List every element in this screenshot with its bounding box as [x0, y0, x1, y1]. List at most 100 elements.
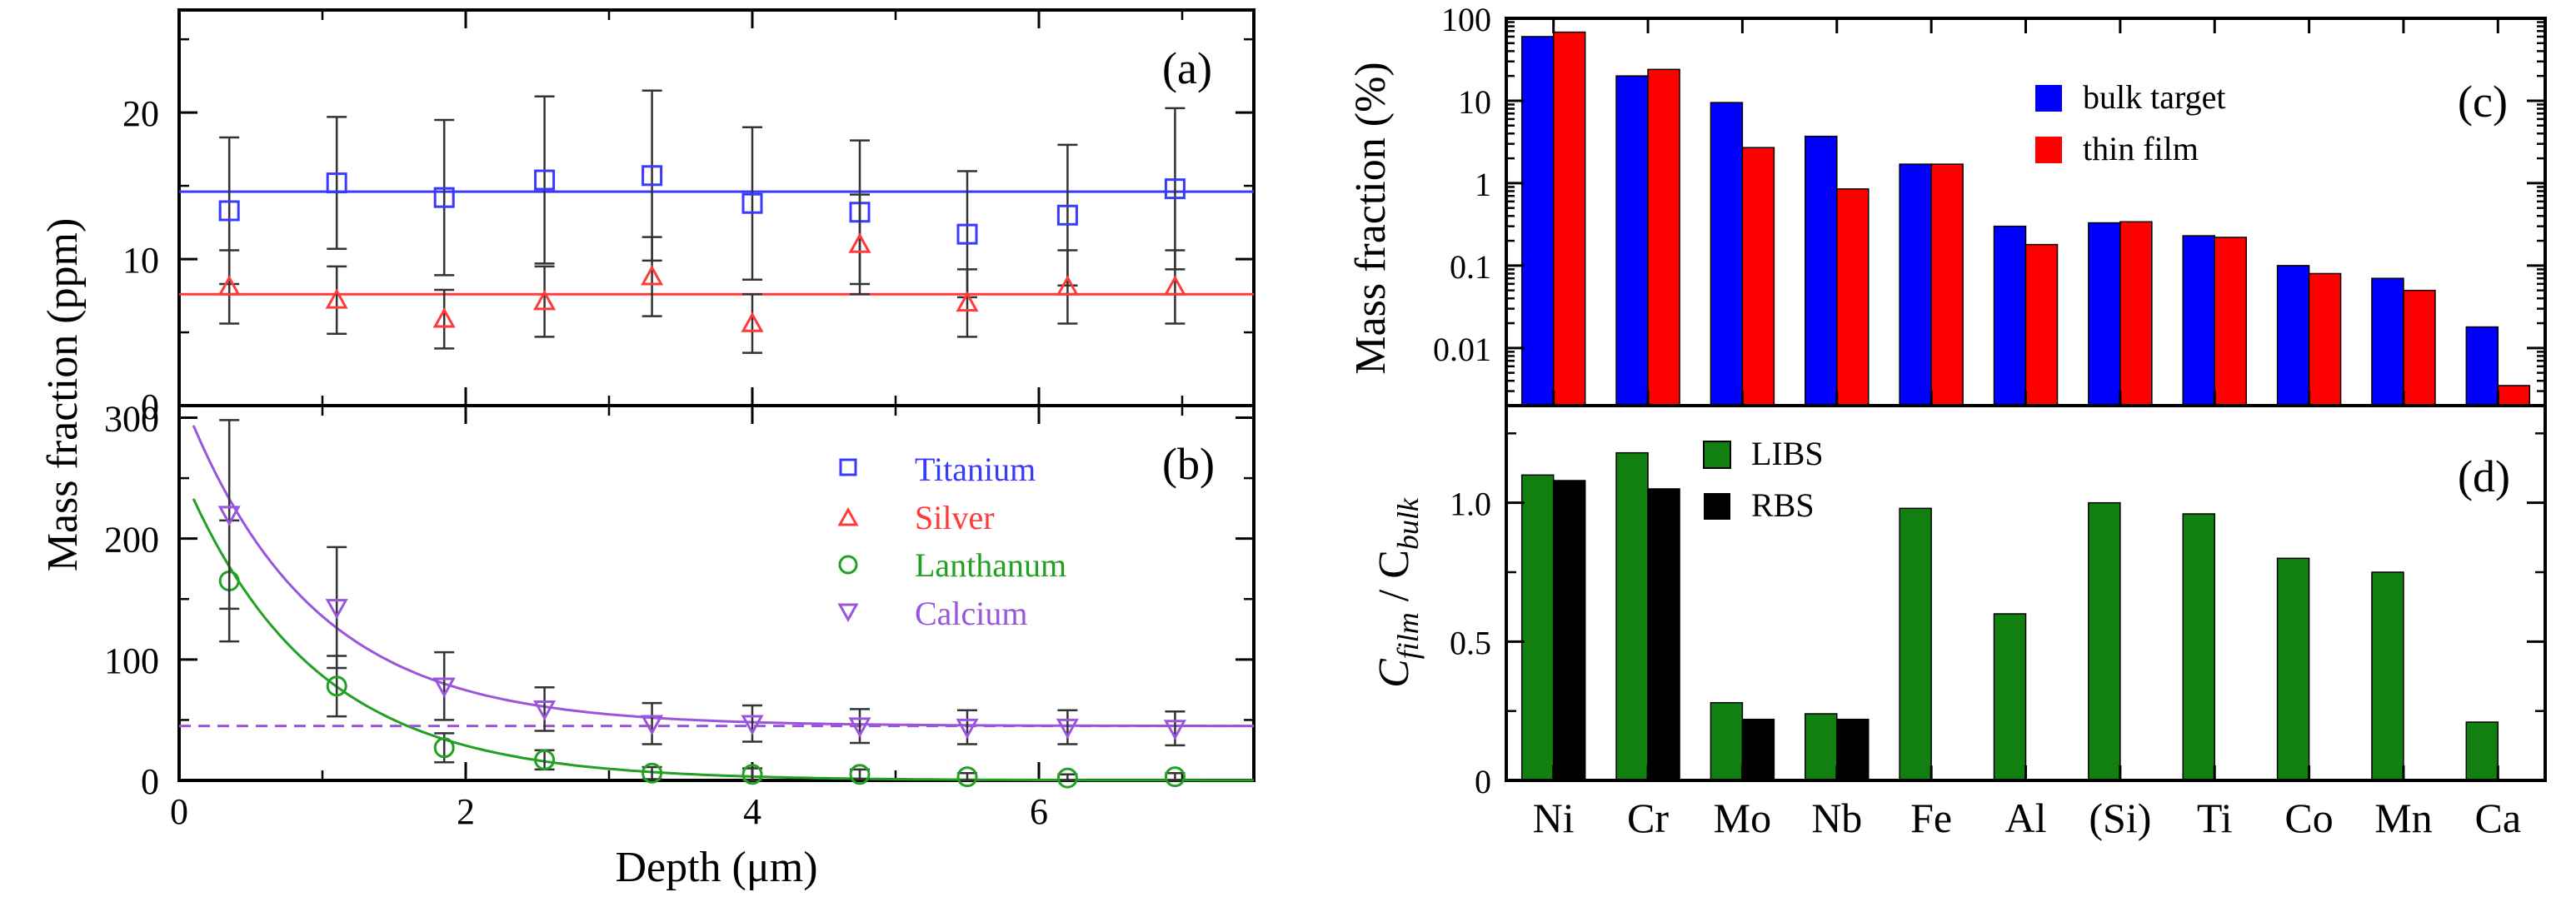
legend-label-rbs: RBS: [1751, 486, 1815, 524]
a-ytick-label: 20: [122, 93, 159, 134]
bar-LIBS-(Si): [2088, 501, 2121, 781]
legend-label-libs: LIBS: [1751, 435, 1824, 472]
legend-d: LIBS RBS: [1703, 435, 1824, 524]
fit-curve-calcium: [192, 425, 1254, 728]
category-label-Mo: Mo: [1714, 795, 1771, 841]
panel-c: 0.01 0.1 1 10 100 (c) bulk target thin film: [1433, 1, 2547, 407]
bar-bulk-target-(Si): [2088, 222, 2121, 406]
bar-bulk-target-Fe: [1899, 163, 1932, 406]
bar-LIBS-Ni: [1520, 474, 1555, 781]
point-silver: [533, 290, 557, 311]
d-ytick-label: 0: [1475, 763, 1491, 800]
category-label-Nb: Nb: [1811, 795, 1862, 841]
point-silver: [1163, 275, 1186, 296]
point-titanium: [956, 223, 978, 245]
bar-bulk-target-Ni: [1520, 36, 1555, 406]
point-titanium: [218, 200, 240, 222]
panel-b: 0 100 200 300 0 2 4 6 (b) Titanium Silver Lanth…: [104, 399, 1256, 832]
category-label-Ca: Ca: [2475, 795, 2522, 841]
bar-thin-film-Ca: [2497, 385, 2531, 406]
panel-c-label: (c): [2458, 77, 2508, 127]
bar-thin-film-Al: [2024, 243, 2059, 406]
bar-LIBS-Cr: [1615, 451, 1649, 781]
point-lanthanum: [741, 764, 763, 785]
point-calcium: [325, 599, 348, 620]
point-silver: [956, 291, 979, 312]
bar-bulk-target-Al: [1993, 225, 2027, 406]
bar-LIBS-Mn: [2371, 571, 2404, 781]
legend-label-bulk: bulk target: [2083, 78, 2225, 116]
bar-bulk-target-Cr: [1615, 75, 1649, 406]
legend-swatch-thin: [2035, 137, 2062, 163]
legend-marker-lanthanum: [838, 555, 858, 575]
legend-swatch-rbs: [1704, 493, 1730, 520]
legend-c: bulk target thin film: [2035, 78, 2225, 167]
legend-label-calcium: Calcium: [915, 595, 1028, 632]
category-label-Al: Al: [2005, 795, 2047, 841]
bar-LIBS-Co: [2276, 557, 2310, 781]
point-silver: [1056, 275, 1079, 296]
legend-label-silver: Silver: [915, 499, 995, 536]
b-xtick-label: 2: [457, 791, 475, 832]
a-ytick-label: 0: [141, 386, 159, 427]
legend-ab: Titanium Silver Lanthanum Calcium: [837, 451, 1066, 632]
point-calcium: [848, 717, 871, 738]
b-ytick-label: 300: [104, 399, 159, 440]
bar-thin-film-Mn: [2403, 289, 2436, 406]
ylabel-ab: Mass fraction (ppm): [39, 218, 87, 572]
bar-LIBS-Al: [1993, 613, 2027, 781]
point-calcium: [741, 715, 764, 735]
c-ytick-label: 0.01: [1433, 331, 1491, 368]
point-lanthanum: [642, 762, 663, 784]
panel-a-frame: [177, 8, 1256, 407]
legend-swatch-libs: [1703, 441, 1731, 469]
b-ytick-label: 200: [104, 520, 159, 561]
point-calcium: [1163, 720, 1186, 740]
category-label-(Si): (Si): [2089, 795, 2151, 841]
c-ytick-label: 100: [1441, 1, 1491, 38]
b-xtick-label: 6: [1030, 791, 1048, 832]
point-silver: [325, 288, 348, 309]
legend-label-titanium: Titanium: [915, 451, 1036, 488]
point-titanium: [534, 169, 556, 191]
bar-thin-film-Ti: [2214, 237, 2247, 406]
point-titanium: [1056, 204, 1078, 226]
d-ytick-label: 0.5: [1450, 624, 1491, 661]
panel-a: 0 10 20 (a): [122, 8, 1256, 427]
point-calcium: [217, 506, 241, 526]
bar-RBS-Ni: [1552, 480, 1586, 781]
bar-LIBS-Fe: [1899, 507, 1932, 781]
point-calcium: [956, 718, 979, 740]
d-ytick-label: 1.0: [1450, 486, 1491, 523]
bar-LIBS-Nb: [1805, 713, 1838, 781]
point-titanium: [326, 172, 347, 194]
category-label-Co: Co: [2284, 795, 2333, 841]
point-silver: [848, 232, 871, 253]
category-label-Cr: Cr: [1627, 795, 1669, 841]
panel-d: 0 0.5 1.0 (d) LIBS RBS: [1450, 404, 2547, 800]
point-titanium: [433, 187, 455, 208]
point-lanthanum: [1056, 767, 1078, 789]
bar-LIBS-Mo: [1710, 701, 1744, 781]
point-lanthanum: [956, 766, 978, 788]
bar-LIBS-Ca: [2465, 721, 2499, 781]
category-label-Ni: Ni: [1533, 795, 1575, 841]
bar-bulk-target-Ti: [2182, 235, 2215, 406]
bar-RBS-Mo: [1741, 718, 1775, 781]
bar-thin-film-Mo: [1741, 147, 1775, 406]
point-calcium: [1056, 718, 1079, 740]
bar-bulk-target-Mn: [2371, 277, 2404, 406]
point-silver: [217, 275, 241, 296]
point-silver: [641, 265, 664, 286]
category-label-Ti: Ti: [2197, 795, 2233, 841]
c-ytick-label: 1: [1475, 166, 1491, 203]
legend-label-lanthanum: Lanthanum: [915, 546, 1066, 584]
point-calcium: [432, 677, 456, 698]
point-lanthanum: [849, 764, 871, 785]
bar-RBS-Nb: [1836, 718, 1870, 781]
category-label-Mn: Mn: [2374, 795, 2432, 841]
bar-bulk-target-Co: [2276, 265, 2310, 406]
bar-thin-film-Ni: [1552, 31, 1586, 406]
legend-label-thin: thin film: [2083, 130, 2199, 167]
